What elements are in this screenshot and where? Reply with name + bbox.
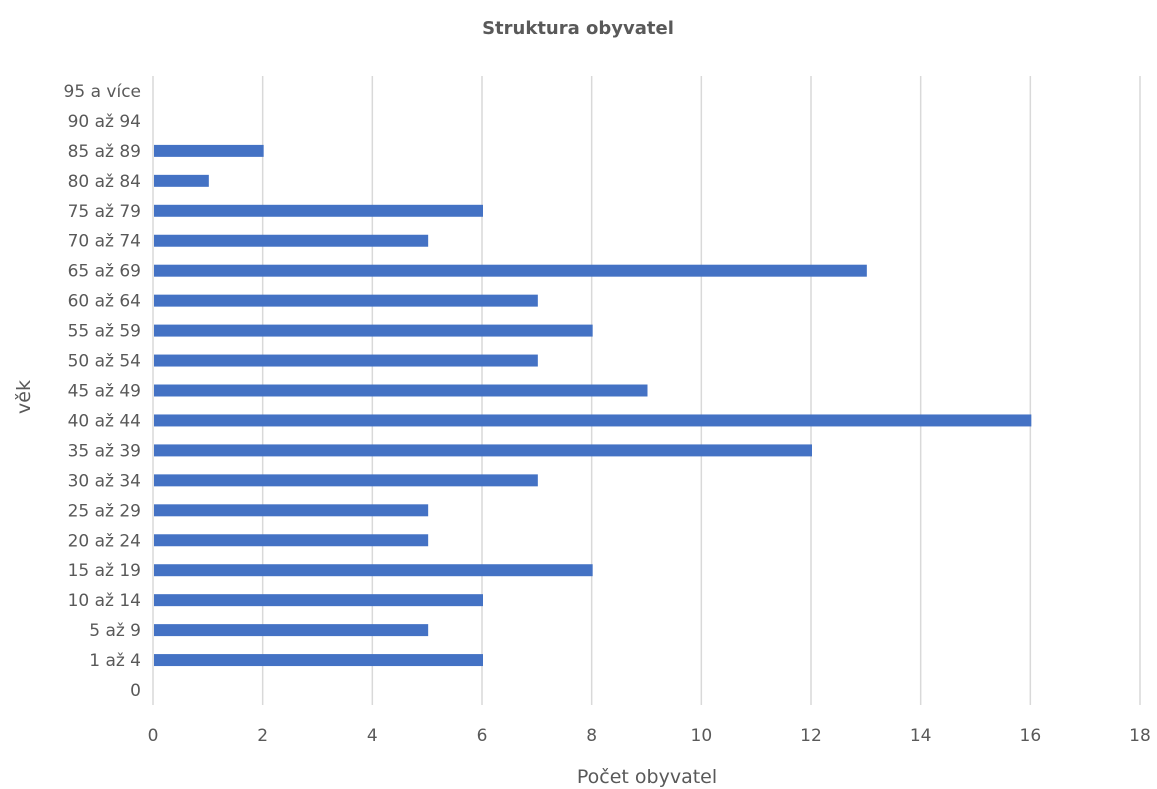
y-tick-label: 35 až 39	[68, 441, 141, 461]
bar	[154, 324, 593, 337]
y-tick-label: 5 až 9	[89, 621, 141, 641]
y-tick-label: 95 a více	[64, 82, 141, 102]
x-tick-label: 10	[691, 726, 713, 746]
y-tick-label: 55 až 59	[68, 322, 141, 342]
y-tick-label: 65 až 69	[68, 262, 141, 282]
bars	[154, 144, 1032, 667]
bar	[154, 654, 483, 667]
x-tick-label: 16	[1020, 726, 1042, 746]
y-tick-labels: 0 1 až 4 5 až 9 10 až 14 15 až 19 20 až 24 25 …	[64, 82, 141, 701]
y-tick-label: 1 až 4	[89, 651, 141, 671]
y-tick-label: 90 až 94	[68, 112, 141, 132]
x-tick-label: 14	[910, 726, 932, 746]
y-tick-label: 70 až 74	[68, 232, 141, 252]
bar	[154, 474, 538, 487]
bar	[154, 264, 867, 277]
x-tick-label: 18	[1129, 726, 1151, 746]
y-tick-label: 40 až 44	[68, 411, 141, 431]
bar	[154, 354, 538, 367]
y-tick-label: 50 až 54	[68, 352, 141, 372]
y-tick-label: 20 až 24	[68, 531, 141, 551]
bar	[154, 594, 483, 607]
y-axis-label: věk	[13, 380, 35, 414]
bar	[154, 144, 264, 157]
x-tick-label: 8	[586, 726, 597, 746]
y-tick-label: 80 až 84	[68, 172, 141, 192]
bar	[154, 564, 593, 577]
chart-title: Struktura obyvatel	[482, 18, 674, 39]
x-axis-label: Počet obyvatel	[577, 766, 717, 788]
bar	[154, 624, 429, 637]
bar	[154, 384, 648, 397]
bar	[154, 444, 812, 457]
bar	[154, 414, 1032, 427]
x-tick-label: 6	[477, 726, 488, 746]
y-tick-label: 25 až 29	[68, 501, 141, 521]
x-tick-label: 2	[257, 726, 268, 746]
y-tick-label: 30 až 34	[68, 471, 141, 491]
bar	[154, 534, 429, 547]
bar	[154, 294, 538, 307]
y-tick-label: 15 až 19	[68, 561, 141, 581]
bar	[154, 174, 209, 187]
y-tick-label: 0	[130, 681, 141, 701]
bar	[154, 234, 429, 247]
x-tick-labels: 0 2 4 6 8 10 12 14 16 18	[148, 726, 1151, 746]
bar	[154, 204, 483, 217]
y-tick-label: 60 až 64	[68, 292, 141, 312]
x-tick-label: 0	[148, 726, 159, 746]
y-tick-label: 75 až 79	[68, 202, 141, 222]
y-tick-label: 10 až 14	[68, 591, 141, 611]
y-tick-label: 85 až 89	[68, 142, 141, 162]
bar	[154, 504, 429, 517]
x-tick-label: 4	[367, 726, 378, 746]
y-tick-label: 45 až 49	[68, 382, 141, 402]
x-tick-label: 12	[800, 726, 822, 746]
